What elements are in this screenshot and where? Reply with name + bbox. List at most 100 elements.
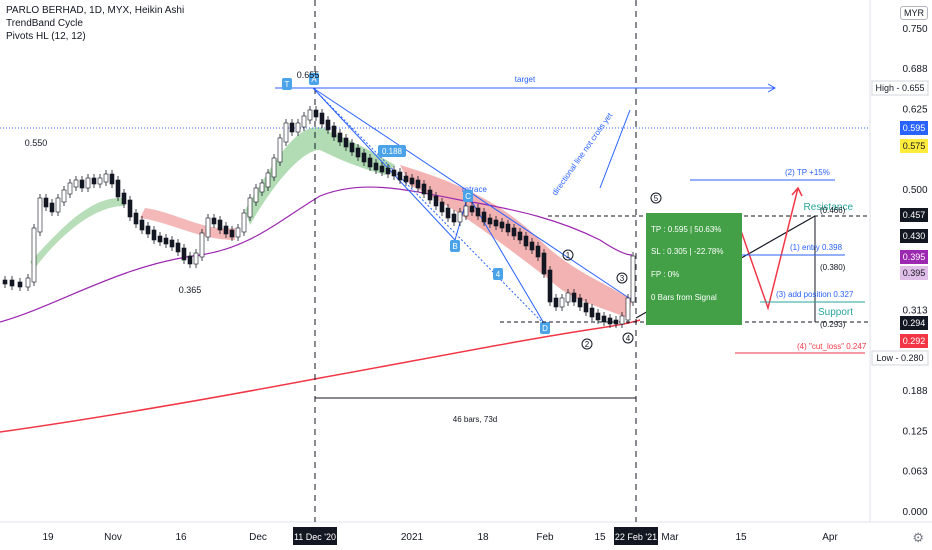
candle [49,202,55,213]
x-tick-label: 2021 [401,532,424,543]
y-tick-label: 0.000 [902,507,927,518]
candle [385,167,391,175]
price-badge-label: 0.395 [903,252,926,262]
candle [289,122,295,133]
abcd-diagonal [312,87,546,326]
x-tick-label: Feb [536,532,554,543]
pivot-high-1: 0.550 [25,138,48,148]
price-badge-label: 0.294 [903,318,926,328]
resistance-label: Resistance [804,202,854,213]
price-badge-label: 0.595 [903,123,926,133]
candle [355,147,361,158]
price-badge [871,80,929,96]
candle [295,122,301,133]
entry-label: (1) entry 0.398 [790,243,843,252]
candle [229,229,235,238]
settings-gear-icon[interactable]: ⚙ [912,530,924,545]
signal-fp: FP : 0% [651,270,679,279]
x-tick-label: Nov [104,532,122,543]
price-badge [900,121,928,135]
price-badge [900,229,928,243]
svg-text:D: D [542,324,548,333]
support-label: Support [818,307,853,318]
cutloss-label: (4) "cut_loss" 0.247 [797,342,867,351]
candle [199,232,205,258]
y-tick-label: 0.313 [902,305,927,316]
candle [67,182,73,195]
band-red-2 [400,165,632,318]
candle [277,137,283,163]
candle [367,157,373,168]
price-badge-label: 0.457 [903,210,926,220]
candle [619,315,625,325]
currency-label[interactable]: MYR [900,6,928,20]
svg-text:A: A [311,75,317,84]
candle [265,172,271,188]
candle [115,179,121,198]
candle [2,279,8,285]
indicator-trendband[interactable]: TrendBand Cycle [6,18,83,29]
candle [583,302,589,313]
ma-red [0,319,641,433]
candle [379,165,385,173]
candle [535,245,541,258]
candle [523,235,529,247]
y-tick-label: 0.750 [902,24,927,35]
price-badge [900,208,928,222]
x-highlight-label: 11 Dec '20 [294,532,336,542]
candle [415,179,421,189]
target-label: target [515,75,536,84]
candle [427,189,433,201]
candle [169,239,175,248]
wave-labels: 1 2 3 4 5 [562,192,662,350]
range-label: 46 bars, 73d [453,415,497,424]
band-green-1 [30,197,125,268]
candle [625,297,631,321]
candle [319,112,325,125]
dirline-arrow [599,109,631,189]
candle [505,223,511,233]
candle [541,252,547,275]
lvl-466: (0.466) [820,206,846,215]
candle [133,212,139,225]
chart-title: PARLO BERHAD, 1D, MYX, Heikin Ashi [6,5,185,16]
y-tick-label: 0.063 [902,466,927,477]
indicator-pivots[interactable]: Pivots HL (12, 12) [6,31,86,42]
candle [253,187,259,203]
candle [25,277,31,288]
candle [565,292,571,303]
candle [97,177,103,185]
candle [493,219,499,227]
y-tick-label: 0.125 [902,427,927,438]
candle [163,237,169,245]
candle [9,279,15,287]
svg-text:C: C [465,192,471,201]
price-badge-label: 0.430 [903,231,926,241]
x-tick-label: 19 [42,532,54,543]
candle [187,255,193,265]
pivot-high-2: 0.655 [297,70,320,80]
candle [37,197,43,233]
candle [55,197,61,213]
candle [409,177,415,185]
candle [331,125,337,138]
x-tick-label: Dec [249,532,267,543]
svg-text:4: 4 [626,334,631,343]
x-highlight-badge [614,527,658,545]
band-red-1 [140,208,235,240]
price-badge [900,316,928,330]
candle [391,169,397,177]
price-badge [871,350,929,366]
candle [211,217,217,225]
time-axis[interactable]: 19 Nov 16 Dec 2021 18 Feb 15 Mar 15 Apr 11 Dec '20 2… [42,527,838,545]
point-badges: T A B C D 4 [282,73,550,334]
y-tick-label: 0.688 [902,64,927,75]
ma-purple [0,186,633,323]
candle [217,219,223,231]
y-tick-label: 0.625 [902,105,927,116]
lvl-293: (0.293) [820,320,846,329]
candle [457,211,463,223]
candle [79,179,85,189]
candle [589,307,595,318]
